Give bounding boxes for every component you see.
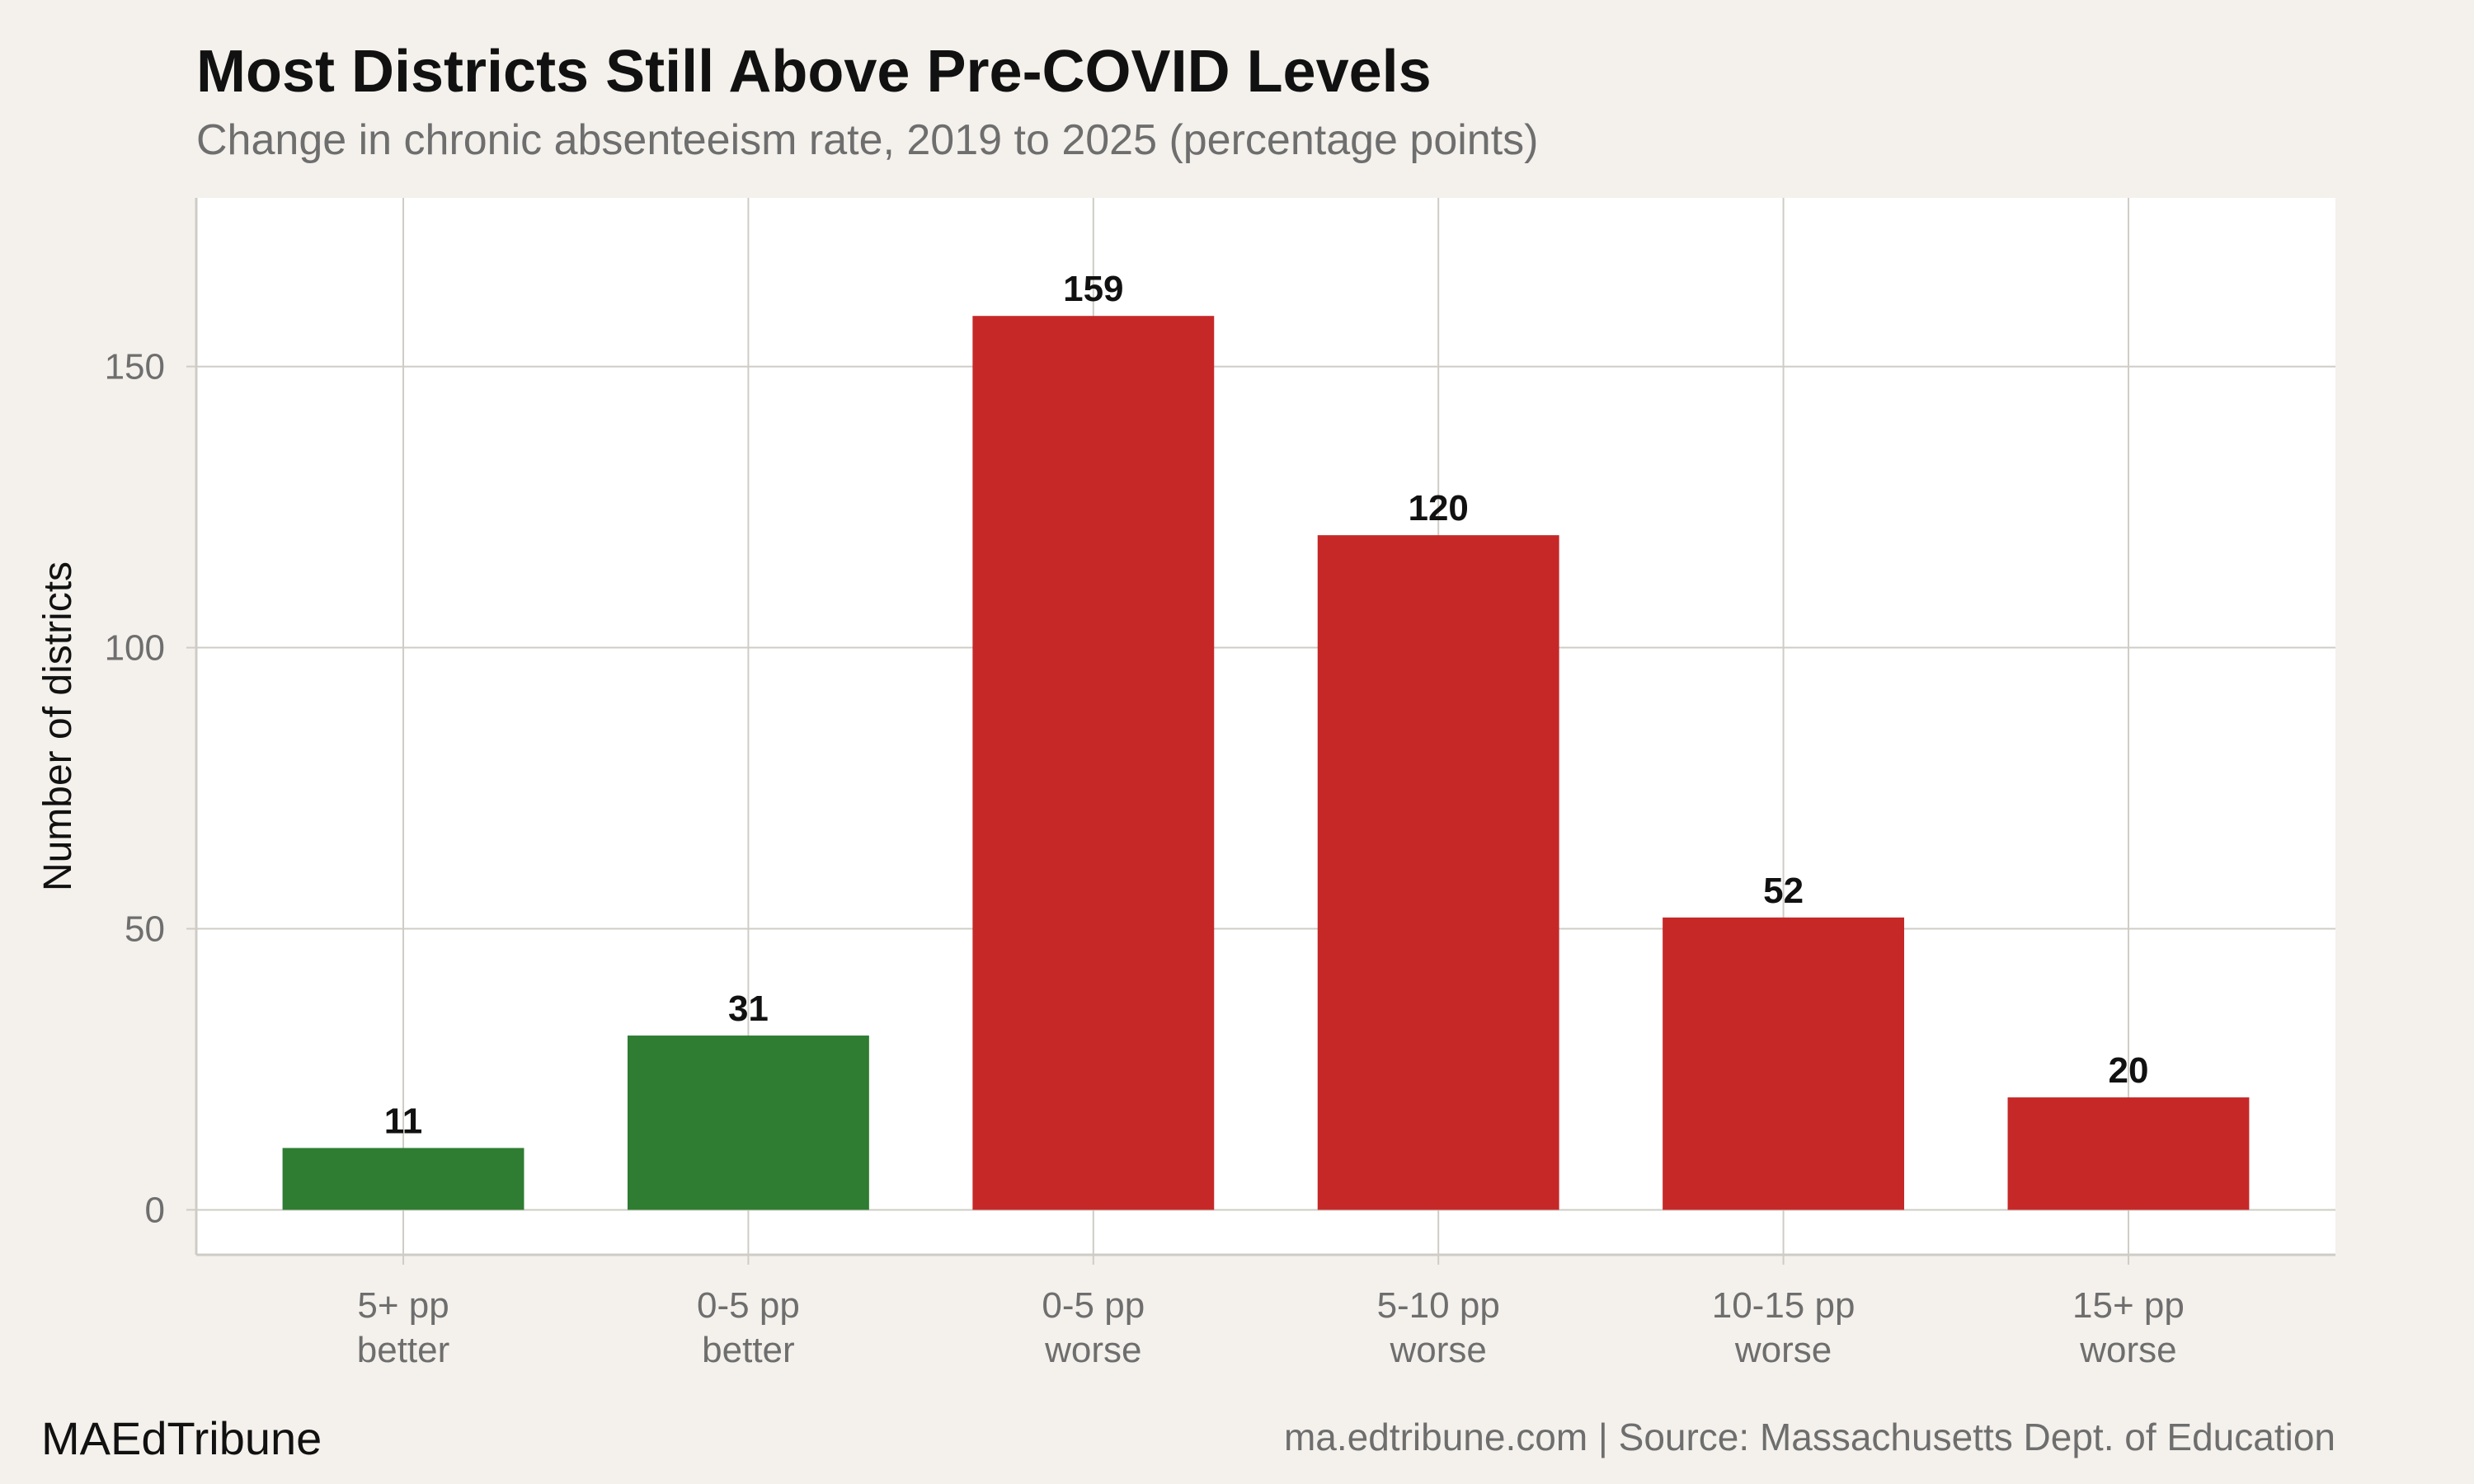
- bar-value-label: 52: [1763, 871, 1804, 911]
- bar-value-label: 11: [384, 1101, 423, 1141]
- x-tick-label: worse: [1390, 1330, 1487, 1370]
- bar: [282, 1148, 524, 1210]
- x-tick-label: worse: [1044, 1330, 1141, 1370]
- source-credit: ma.edtribune.com | Source: Massachusetts…: [1283, 1416, 2335, 1458]
- bar: [2007, 1097, 2250, 1210]
- x-tick-label: 10-15 pp: [1712, 1285, 1856, 1326]
- x-tick-label: 15+ pp: [2072, 1285, 2185, 1326]
- y-tick-label: 100: [105, 628, 165, 669]
- bar: [627, 1036, 869, 1210]
- bar-value-label: 159: [1063, 269, 1123, 309]
- axes: [186, 198, 2335, 1265]
- x-tick-label: 5-10 pp: [1377, 1285, 1500, 1326]
- bar: [1317, 535, 1559, 1210]
- plot-panel: [196, 198, 2335, 1255]
- x-tick-label: 5+ pp: [357, 1285, 449, 1326]
- x-tick-label: 0-5 pp: [1042, 1285, 1145, 1326]
- chart-subtitle: Change in chronic absenteeism rate, 2019…: [196, 116, 1539, 164]
- x-tick-label: worse: [1734, 1330, 1832, 1370]
- bar-value-label: 120: [1408, 488, 1468, 528]
- bar: [972, 316, 1215, 1210]
- y-tick-label: 0: [145, 1190, 165, 1230]
- x-tick-label: better: [702, 1330, 795, 1370]
- x-tick-label: better: [357, 1330, 450, 1370]
- y-tick-label: 150: [105, 347, 165, 387]
- y-tick-label: 50: [125, 909, 165, 949]
- bar-value-label: 31: [728, 989, 769, 1029]
- x-tick-label: 0-5 pp: [697, 1285, 800, 1326]
- bar-value-label: 20: [2108, 1050, 2148, 1091]
- bar: [1663, 917, 1905, 1210]
- x-tick-label: worse: [2079, 1330, 2176, 1370]
- y-axis-title: Number of districts: [36, 561, 80, 891]
- chart-title: Most Districts Still Above Pre-COVID Lev…: [196, 39, 1432, 105]
- brand-logo-text: MAEdTribune: [41, 1412, 322, 1464]
- bars: [282, 316, 2250, 1210]
